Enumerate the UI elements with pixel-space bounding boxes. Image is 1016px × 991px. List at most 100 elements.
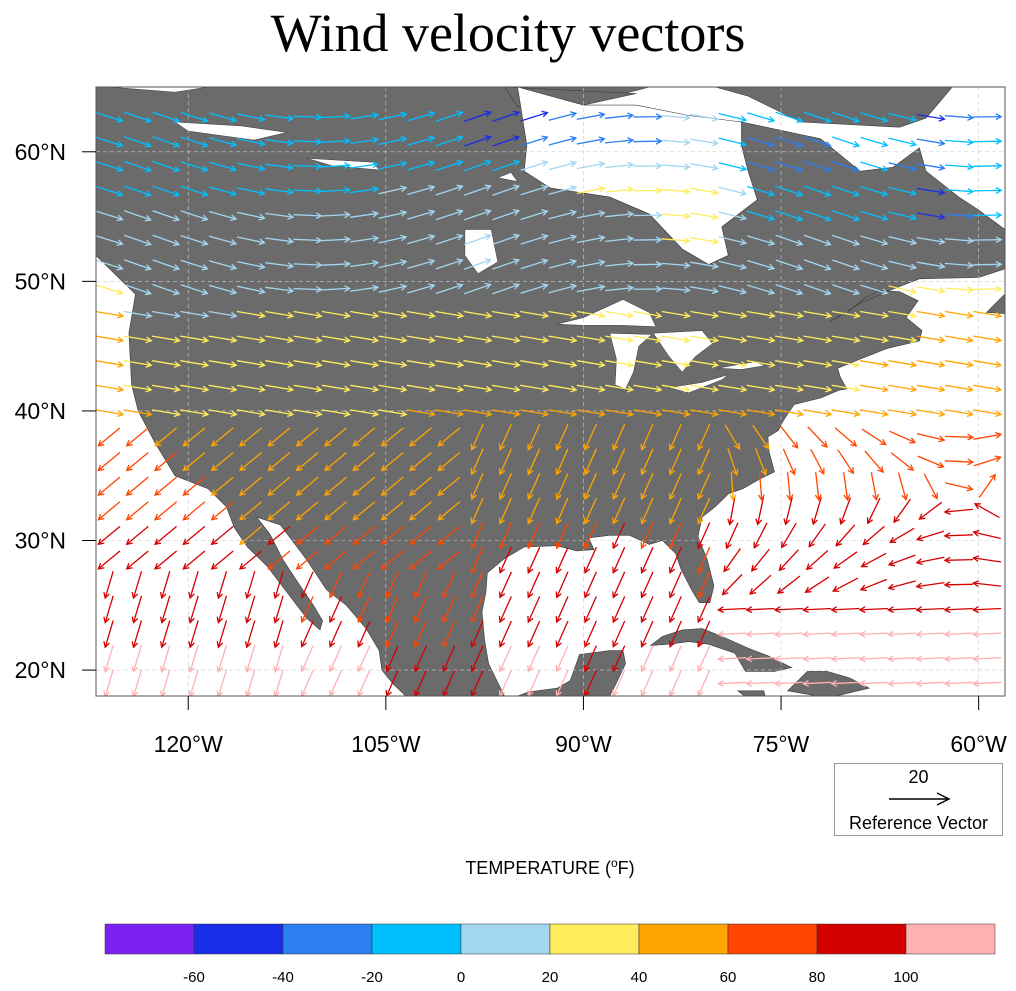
wind-vector xyxy=(520,233,549,245)
wind-vector xyxy=(803,384,833,393)
wind-vector xyxy=(697,596,711,624)
wind-vector xyxy=(661,237,691,245)
wind-vector xyxy=(640,423,654,451)
wind-vector xyxy=(350,259,380,268)
wind-vector xyxy=(747,136,776,148)
wind-vector xyxy=(407,283,436,294)
lake-6 xyxy=(174,121,288,141)
wind-vector xyxy=(888,360,918,368)
wind-vector xyxy=(378,384,408,393)
colorbar-label: -20 xyxy=(361,969,383,986)
wind-vector xyxy=(944,138,975,146)
wind-vector xyxy=(716,630,747,638)
wind-vector xyxy=(238,501,262,521)
wind-vector xyxy=(442,620,456,648)
wind-vector xyxy=(831,335,861,344)
wind-vector xyxy=(690,212,720,221)
wind-vector xyxy=(96,210,124,222)
wind-vector xyxy=(244,571,256,600)
wind-vector xyxy=(805,550,829,571)
wind-vector xyxy=(208,360,238,368)
wind-vector xyxy=(697,546,711,574)
wind-vector xyxy=(182,525,206,546)
wind-vector xyxy=(944,286,975,294)
wind-vector xyxy=(973,137,1003,145)
wind-vector xyxy=(380,550,404,570)
wind-vector xyxy=(152,259,181,271)
wind-vector xyxy=(747,284,776,296)
wind-vector xyxy=(716,680,747,687)
wind-vector xyxy=(350,310,380,319)
wind-vector xyxy=(378,234,408,244)
wind-vector xyxy=(96,360,125,368)
wind-vector xyxy=(182,501,206,521)
wind-vector xyxy=(437,525,461,546)
wind-vector xyxy=(973,455,1002,467)
wind-vector xyxy=(96,259,124,271)
wind-vector xyxy=(888,310,918,319)
wind-vector xyxy=(244,620,256,649)
wind-vector xyxy=(406,335,436,344)
wind-vector xyxy=(470,596,484,624)
wind-vector xyxy=(718,360,748,368)
wind-vector xyxy=(576,234,606,244)
wind-vector xyxy=(690,286,720,295)
wind-vector xyxy=(498,546,512,574)
wind-vector xyxy=(236,310,266,319)
wind-vector xyxy=(973,260,1003,268)
wind-vector xyxy=(640,497,654,525)
wind-vector xyxy=(973,335,1003,344)
wind-vector xyxy=(729,472,737,502)
wind-vector xyxy=(520,409,550,418)
wind-vector xyxy=(971,606,1002,614)
wind-vector xyxy=(944,458,975,466)
wind-vector xyxy=(861,428,887,446)
wind-vector xyxy=(718,310,748,319)
wind-vector xyxy=(916,384,946,393)
wind-vector xyxy=(244,644,256,674)
wind-vector xyxy=(775,210,804,222)
wind-vector xyxy=(859,360,890,368)
wind-vector xyxy=(154,525,178,546)
wind-vector xyxy=(943,581,973,589)
wind-vector xyxy=(463,310,493,319)
wind-vector xyxy=(833,551,858,569)
wind-vector xyxy=(605,284,635,292)
wind-vector xyxy=(810,448,825,475)
wind-vector xyxy=(378,310,408,319)
wind-vector xyxy=(916,335,946,344)
wind-vector xyxy=(152,160,181,173)
wind-vector xyxy=(293,212,323,220)
colorbar-swatch xyxy=(193,923,284,955)
colorbar-swatch xyxy=(727,923,818,955)
wind-vector xyxy=(718,335,748,344)
wind-vector xyxy=(208,310,238,319)
wind-vector xyxy=(915,680,945,687)
wind-vector xyxy=(210,427,234,447)
wind-vector xyxy=(491,310,521,319)
wind-vector xyxy=(583,423,597,451)
wind-vector xyxy=(406,409,436,418)
wind-vector xyxy=(96,409,125,418)
wind-vector xyxy=(583,448,597,476)
wind-vector xyxy=(208,335,238,344)
wind-vector xyxy=(860,552,887,568)
wind-vector xyxy=(973,187,1003,194)
wind-vector xyxy=(357,571,371,599)
wind-vector xyxy=(915,655,945,663)
lon-tick-label: 90°W xyxy=(555,731,612,757)
wind-vector xyxy=(463,110,492,123)
wind-vector xyxy=(238,427,262,447)
wind-vector xyxy=(321,236,352,243)
wind-vector xyxy=(668,571,682,599)
wind-vector xyxy=(775,259,804,271)
wind-vector xyxy=(661,212,691,220)
wind-vector xyxy=(943,630,973,638)
wind-vector xyxy=(527,546,541,574)
wind-vector xyxy=(775,234,804,247)
wind-vector xyxy=(605,260,635,268)
reference-vector-label: Reference Vector xyxy=(848,813,989,833)
wind-vector xyxy=(413,596,427,624)
wind-vector xyxy=(180,234,209,246)
wind-vector xyxy=(718,409,748,418)
